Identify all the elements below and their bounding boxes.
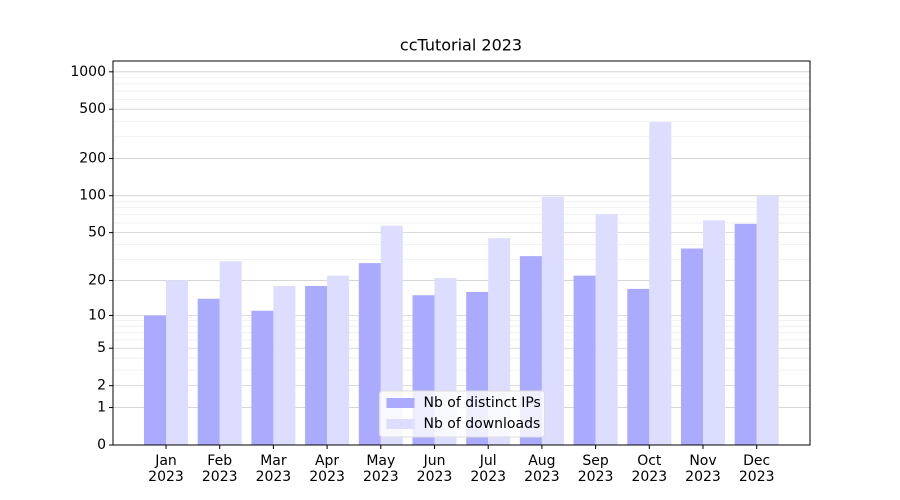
x-tick-label: Jun [423, 453, 446, 469]
legend-box [379, 390, 545, 438]
chart-title: ccTutorial 2023 [400, 36, 522, 55]
x-tick-label: Jul [479, 453, 497, 469]
legend: Nb of distinct IPs Nb of downloads [379, 390, 545, 438]
bar [681, 248, 703, 445]
x-tick-label: Jan [154, 453, 177, 469]
x-tick-label: Sep [582, 453, 609, 469]
x-tick-label: 2023 [470, 469, 506, 485]
bar [144, 315, 166, 445]
y-tick-label: 10 [88, 307, 106, 323]
x-tick-label: 2023 [256, 469, 292, 485]
x-tick-label: Nov [689, 453, 716, 469]
x-tick-label: 2023 [309, 469, 345, 485]
bar [197, 298, 220, 445]
x-tick-label: Dec [743, 453, 770, 469]
x-tick-label: 2023 [417, 469, 453, 485]
y-tick-label: 500 [79, 101, 106, 117]
bar [251, 310, 274, 445]
bar [327, 275, 350, 445]
legend-swatch [386, 419, 415, 429]
bar [649, 122, 672, 445]
bar [541, 196, 564, 445]
y-tick-label: 200 [79, 151, 106, 167]
x-tick-label: Feb [207, 453, 232, 469]
y-tick-label: 100 [79, 188, 106, 204]
x-tick-label: 2023 [524, 469, 560, 485]
y-tick-label: 5 [97, 340, 106, 356]
x-tick-label: 2023 [685, 469, 721, 485]
legend-swatch [386, 398, 415, 408]
bar [756, 195, 779, 445]
y-tick-label: 2 [97, 378, 106, 394]
plot-frame [112, 60, 811, 446]
legend-label: Nb of downloads [424, 416, 541, 432]
x-tick-label: Aug [528, 453, 555, 469]
bar [627, 288, 650, 445]
bar [358, 263, 381, 445]
bar [305, 285, 328, 445]
bar [703, 220, 725, 445]
y-tick-label: 20 [88, 273, 106, 289]
bar [595, 213, 618, 445]
y-tick-label: 0 [97, 437, 106, 453]
x-tick-label: 2023 [578, 469, 614, 485]
y-tick-label: 1 [97, 400, 106, 416]
x-tick-label: 2023 [363, 469, 399, 485]
bar [219, 261, 242, 445]
x-tick-label: Oct [637, 453, 662, 469]
bar [380, 225, 403, 445]
bar [734, 223, 757, 445]
bar [273, 285, 296, 445]
y-tick-label: 50 [88, 225, 106, 241]
bar [573, 275, 596, 445]
bar [166, 280, 188, 445]
x-tick-label: 2023 [739, 469, 775, 485]
x-tick-label: Apr [315, 453, 339, 469]
x-tick-label: 2023 [202, 469, 238, 485]
legend-label: Nb of distinct IPs [424, 395, 541, 411]
y-tick-label: 1000 [70, 64, 106, 80]
x-tick-label: 2023 [148, 469, 184, 485]
x-tick-label: Mar [260, 453, 287, 469]
x-tick-label: May [366, 453, 395, 469]
x-tick-label: 2023 [631, 469, 667, 485]
